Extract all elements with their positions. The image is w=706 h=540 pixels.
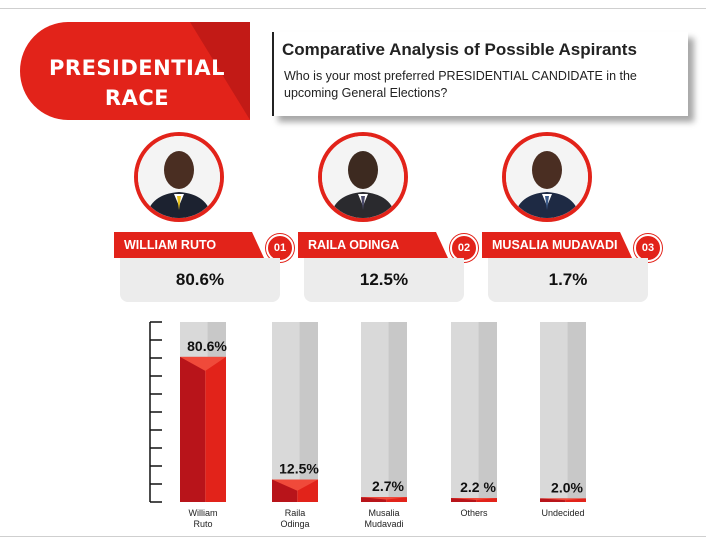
candidate-percent-ruto: 80.6% <box>120 258 280 302</box>
person-icon <box>322 136 404 218</box>
top-border-line <box>0 8 706 9</box>
presidential-race-badge: PRESIDENTIAL RACE <box>20 22 250 120</box>
category-label: Ruto <box>193 519 212 529</box>
bar <box>361 497 387 502</box>
bar-track-shade <box>567 322 586 502</box>
candidate-name-odinga: RAILA ODINGA <box>298 232 448 258</box>
bar-value-label: 2.2 % <box>460 479 496 495</box>
candidate-percent-odinga: 12.5% <box>304 258 464 302</box>
header-box: Comparative Analysis of Possible Aspiran… <box>272 32 688 116</box>
badge-line-1: PRESIDENTIAL <box>49 56 225 80</box>
candidate-photo-mudavadi <box>502 132 592 222</box>
bar-side <box>565 498 586 502</box>
candidate-number-odinga: 02 <box>450 234 478 262</box>
badge-line-2: RACE <box>104 86 170 110</box>
bar-value-label: 2.7% <box>372 478 404 494</box>
bar-top <box>272 479 318 491</box>
bar <box>451 498 477 502</box>
bar-top <box>361 497 407 500</box>
bar-track-shade <box>299 322 318 502</box>
candidate-number-ruto: 01 <box>266 234 294 262</box>
badge-shape <box>20 22 250 120</box>
page-title: Comparative Analysis of Possible Aspiran… <box>282 40 637 59</box>
candidate-name-ruto: WILLIAM RUTO <box>114 232 264 258</box>
bar-side <box>386 497 407 502</box>
bar-top <box>540 498 586 501</box>
person-icon <box>138 136 220 218</box>
bar-side <box>205 356 226 502</box>
candidate-number-mudavadi: 03 <box>634 234 662 262</box>
candidate-card-ruto: WILLIAM RUTO 01 80.6% <box>114 132 300 304</box>
person-icon <box>506 136 588 218</box>
candidate-card-mudavadi: MUSALIA MUDAVADI 03 1.7% <box>482 132 668 304</box>
bar-top <box>451 498 497 501</box>
candidate-card-odinga: RAILA ODINGA 02 12.5% <box>298 132 484 304</box>
category-label: Others <box>460 508 488 518</box>
bar-side <box>476 498 497 502</box>
candidate-name-mudavadi: MUSALIA MUDAVADI <box>482 232 632 258</box>
candidate-photo-odinga <box>318 132 408 222</box>
candidate-photo-ruto <box>134 132 224 222</box>
bar <box>540 498 566 502</box>
bar-value-label: 2.0% <box>551 479 583 495</box>
category-label: Raila <box>285 508 306 518</box>
bar <box>180 356 206 502</box>
category-label: Undecided <box>541 508 584 518</box>
bar-track-shade <box>388 322 407 502</box>
category-label: Odinga <box>280 519 309 529</box>
bar-track-shade <box>478 322 497 502</box>
bar-value-label: 12.5% <box>279 461 319 477</box>
category-label: Musalia <box>368 508 399 518</box>
survey-question: Who is your most preferred PRESIDENTIAL … <box>284 69 637 100</box>
bar-top <box>180 356 226 371</box>
candidate-percent-mudavadi: 1.7% <box>488 258 648 302</box>
category-label: William <box>189 508 218 518</box>
category-label: Mudavadi <box>364 519 403 529</box>
bar-value-label: 80.6% <box>187 338 227 354</box>
bottom-border-line <box>0 536 706 537</box>
